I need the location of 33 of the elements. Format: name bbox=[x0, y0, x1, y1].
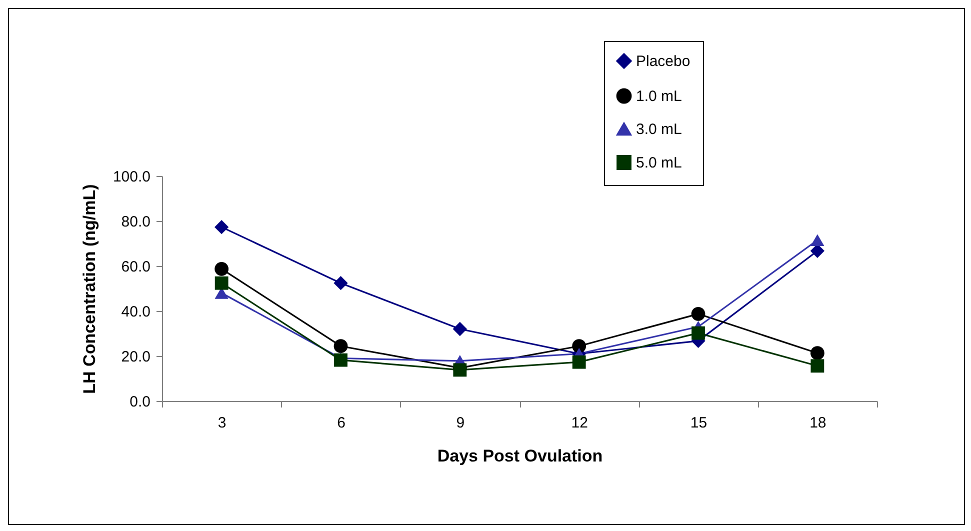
point bbox=[810, 359, 824, 373]
point bbox=[334, 276, 348, 290]
point bbox=[214, 262, 229, 276]
point bbox=[214, 276, 228, 290]
legend-label: 5.0 mL bbox=[636, 154, 682, 172]
x-tick-label: 9 bbox=[456, 414, 465, 432]
point bbox=[453, 363, 467, 377]
y-tick-label: 80.0 bbox=[121, 214, 150, 230]
x-tick-label: 3 bbox=[218, 414, 226, 432]
y-tick-label: 0.0 bbox=[130, 394, 150, 410]
point bbox=[810, 346, 824, 360]
point bbox=[810, 234, 824, 246]
point bbox=[334, 353, 348, 367]
legend-label: 3.0 mL bbox=[636, 121, 682, 138]
x-tick-label: 6 bbox=[337, 414, 346, 432]
point bbox=[691, 306, 706, 321]
legend-label: Placebo bbox=[636, 53, 690, 70]
y-tick-label: 60.0 bbox=[121, 258, 150, 276]
y-tick-label: 20.0 bbox=[121, 348, 150, 366]
point bbox=[452, 322, 467, 336]
y-tick-label: 40.0 bbox=[121, 304, 150, 320]
point bbox=[692, 326, 705, 340]
point bbox=[214, 220, 229, 234]
x-axis-title: Days Post Ovulation bbox=[437, 446, 603, 466]
x-tick-label: 12 bbox=[571, 414, 588, 432]
point bbox=[572, 339, 586, 354]
point bbox=[572, 355, 586, 369]
x-tick-label: 15 bbox=[690, 414, 708, 432]
x-tick-label: 18 bbox=[810, 414, 826, 432]
y-axis-title: LH Concentration (ng/mL) bbox=[80, 184, 99, 394]
legend-label: 1.0 mL bbox=[636, 88, 682, 105]
y-tick-label: 100.0 bbox=[112, 168, 150, 186]
point bbox=[334, 339, 348, 354]
